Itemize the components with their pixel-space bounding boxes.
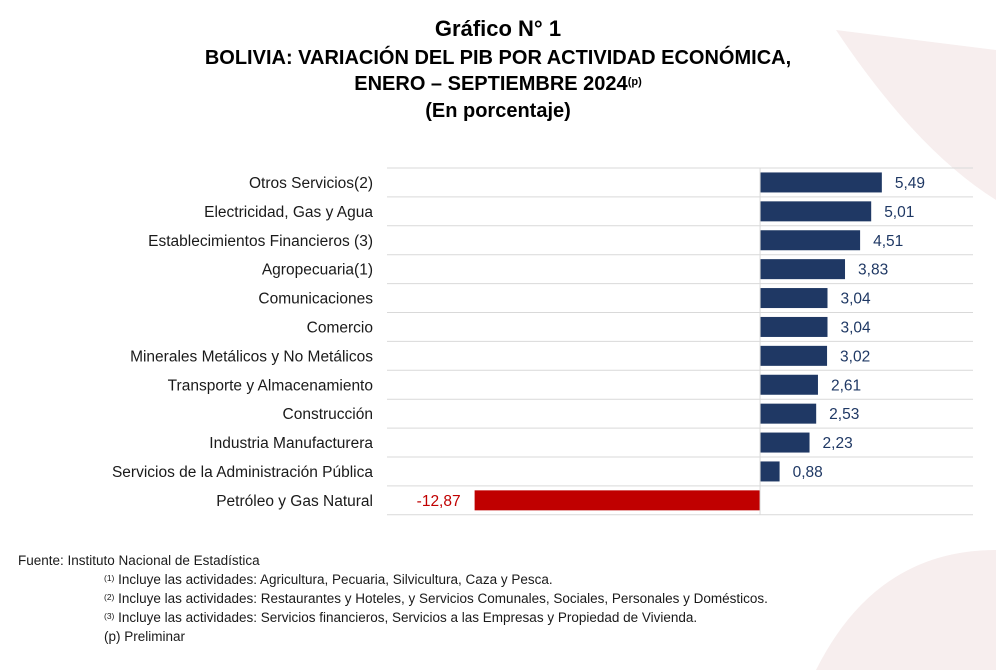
- data-label: 3,02: [840, 348, 870, 365]
- data-label: 2,61: [831, 377, 861, 394]
- category-label: Electricidad, Gas y Agua: [204, 204, 373, 221]
- data-label: 5,01: [884, 204, 914, 221]
- category-label: Servicios de la Administración Pública: [112, 464, 373, 481]
- category-label: Transporte y Almacenamiento: [168, 377, 373, 394]
- footnote-3: (3) Incluye las actividades: Servicios f…: [18, 608, 768, 627]
- category-label: Agropecuaria(1): [262, 262, 373, 279]
- bar: [760, 288, 828, 309]
- footnote-1-marker: (1): [104, 573, 115, 583]
- category-label: Comercio: [307, 319, 373, 336]
- footnote-3-text: Incluye las actividades: Servicios finan…: [114, 610, 698, 625]
- bar: [760, 345, 828, 366]
- footnote-preliminar: (p) Preliminar: [104, 629, 186, 644]
- category-label: Construcción: [283, 406, 373, 423]
- data-label: 2,23: [823, 435, 853, 452]
- chart-title-period-sup: (p): [627, 76, 642, 88]
- category-label: Establecimientos Financieros (3): [148, 233, 373, 250]
- bar: [760, 316, 828, 337]
- bar: [474, 490, 761, 511]
- footnote-2: (2) Incluye las actividades: Restaurante…: [18, 589, 768, 608]
- data-label: 4,51: [873, 233, 903, 250]
- footnote-2-marker: (2): [104, 592, 115, 602]
- data-label: 3,04: [840, 319, 871, 336]
- data-label: 3,83: [858, 262, 888, 279]
- bar: [760, 201, 872, 222]
- bar: [760, 259, 846, 280]
- category-label: Petróleo y Gas Natural: [216, 493, 373, 510]
- chart-title-period-text: ENERO – SEPTIEMBRE 2024: [354, 73, 628, 95]
- chart-title-number: Gráfico N° 1: [434, 16, 562, 41]
- category-label: Comunicaciones: [258, 291, 373, 308]
- bar: [760, 461, 780, 482]
- bar: [760, 432, 810, 453]
- data-label: 3,04: [840, 291, 871, 308]
- footnote-3-marker: (3): [104, 611, 115, 621]
- bar: [760, 230, 861, 251]
- data-label: 5,49: [895, 175, 925, 192]
- chart-title: BOLIVIA: VARIACIÓN DEL PIB POR ACTIVIDAD…: [204, 47, 792, 69]
- category-label: Minerales Metálicos y No Metálicos: [130, 348, 373, 365]
- bar: [760, 172, 882, 193]
- data-label: -12,87: [417, 493, 461, 510]
- footnote-1-text: Incluye las actividades: Agricultura, Pe…: [114, 572, 553, 587]
- source-note: Fuente: Instituto Nacional de Estadístic…: [18, 553, 260, 568]
- footer: Fuente: Instituto Nacional de Estadístic…: [18, 551, 768, 646]
- data-label: 0,88: [793, 464, 823, 481]
- category-label: Otros Servicios(2): [249, 175, 373, 192]
- chart-subtitle: (En porcentaje): [425, 100, 571, 122]
- chart-title-period: ENERO – SEPTIEMBRE 2024(p): [0, 71, 996, 97]
- footnote-1: (1) Incluye las actividades: Agricultura…: [18, 570, 768, 589]
- bar: [760, 403, 817, 424]
- bar-chart: Otros Servicios(2) 5,49 Electricidad, Gas …: [112, 167, 973, 516]
- bar: [760, 374, 818, 395]
- data-label: 2,53: [829, 406, 859, 423]
- footnote-2-text: Incluye las actividades: Restaurantes y …: [114, 591, 768, 606]
- category-label: Industria Manufacturera: [209, 435, 373, 452]
